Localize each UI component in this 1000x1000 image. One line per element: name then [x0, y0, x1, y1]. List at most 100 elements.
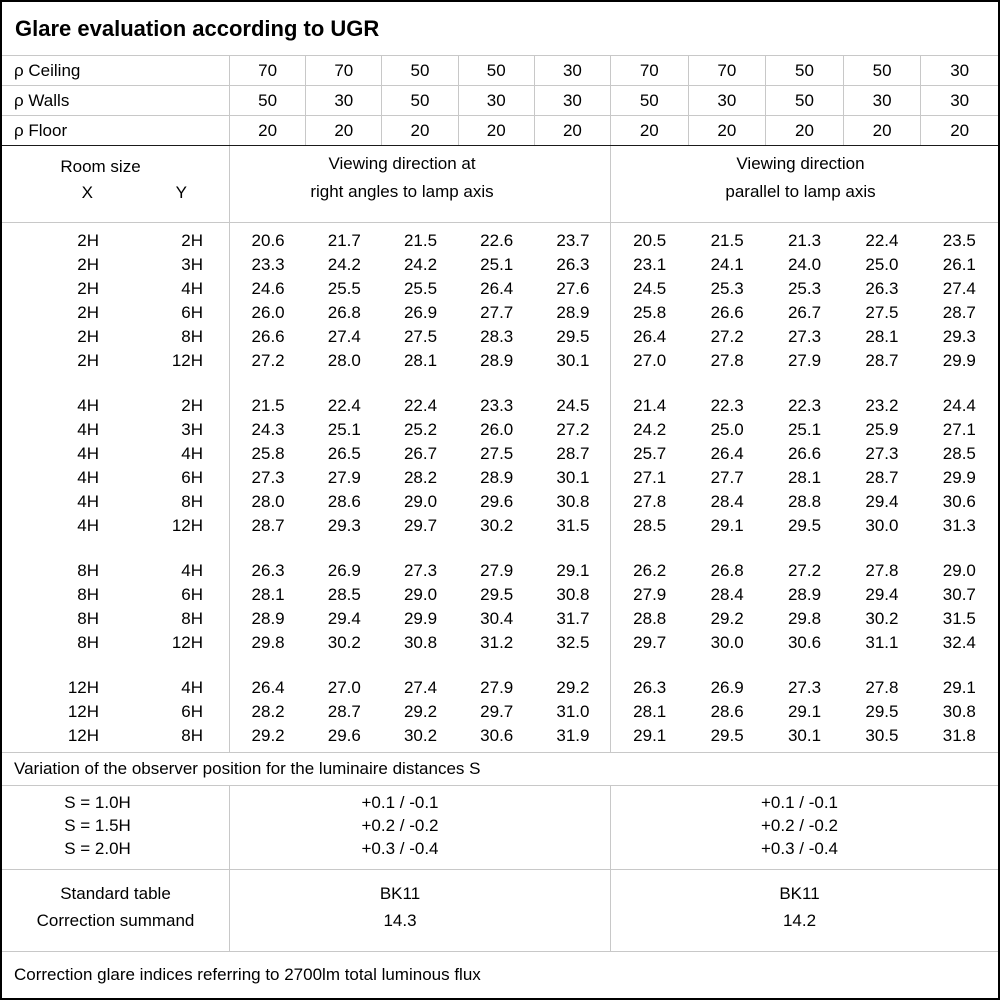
reflectance-row: ρ Floor 20 20 20 20 20 20 20 20 20 20: [2, 116, 998, 146]
ugr-group-right-angles: 26.6 27.4 27.5 28.3 29.5: [230, 327, 611, 347]
ugr-value-cell: 27.2: [710, 327, 744, 346]
table-row: 4H 3H 24.3 25.1 25.2 26.0 27.2 24.2 25.0 25.1 25.9…: [2, 418, 998, 442]
ugr-value-cell: 28.9: [556, 303, 590, 322]
ugr-value-cell: 31.2: [480, 633, 514, 652]
ugr-group-right-angles: 26.4 27.0 27.4 27.9 29.2: [230, 678, 611, 698]
ugr-value-cell: 28.4: [710, 492, 744, 511]
page-title: Glare evaluation according to UGR: [2, 2, 998, 56]
ugr-value-cell: 29.1: [787, 702, 822, 721]
ugr-group-right-angles: 23.3 24.2 24.2 25.1 26.3: [230, 255, 611, 275]
table-row: 2H 6H 26.0 26.8 26.9 27.7 28.9 25.8 26.6 26.7 27.5…: [2, 301, 998, 325]
ugr-value-cell: 24.2: [403, 255, 438, 274]
ugr-value-cell: 28.2: [251, 702, 285, 721]
room-size-x-cell: 8H: [77, 633, 99, 652]
reflectance-group-right-angles: 50 30 50 30 30: [230, 86, 612, 115]
ugr-value-cell: 26.7: [403, 444, 438, 463]
ugr-group-parallel: 28.8 29.2 29.8 30.2 31.5: [611, 609, 998, 629]
table-row: 8H 12H 29.8 30.2 30.8 31.2 32.5 29.7 30.0 30.6 31.…: [2, 631, 998, 655]
viewing-direction-right-angles-header: Viewing direction at right angles to lam…: [230, 146, 611, 222]
ugr-value-cell: 21.5: [710, 231, 744, 250]
room-size-label: Room size: [60, 157, 141, 176]
ugr-group-parallel: 27.0 27.8 27.9 28.7 29.9: [611, 351, 998, 371]
ugr-value-cell: 29.6: [327, 726, 361, 745]
ugr-value-cell: 29.7: [633, 633, 667, 652]
room-size-y-cell: 6H: [181, 585, 203, 604]
spacing-values-right-angles: +0.1 / -0.1 +0.2 / -0.2 +0.3 / -0.4: [230, 786, 611, 869]
ugr-value-cell: 29.4: [327, 609, 361, 628]
ugr-value-cell: 21.7: [327, 231, 361, 250]
reflectance-row-label: ρ Floor: [2, 116, 230, 145]
ugr-value-cell: 26.0: [251, 303, 285, 322]
reflectance-value-cell: 20: [382, 116, 459, 145]
ugr-value-cell: 29.7: [480, 702, 514, 721]
room-size-x-cell: 4H: [77, 468, 99, 487]
room-size-y-cell: 6H: [181, 702, 203, 721]
reflectance-value-cell: 30: [535, 56, 612, 85]
table-row: 4H 2H 21.5 22.4 22.4 23.3 24.5 21.4 22.3 22.3 23.2…: [2, 394, 998, 418]
ugr-value-cell: 27.4: [327, 327, 361, 346]
ugr-value-cell: 29.0: [403, 492, 438, 511]
ugr-value-cell: 20.6: [251, 231, 285, 250]
ugr-group-right-angles: 25.8 26.5 26.7 27.5 28.7: [230, 444, 611, 464]
ugr-value-cell: 25.1: [327, 420, 361, 439]
ugr-group-parallel: 28.1 28.6 29.1 29.5 30.8: [611, 702, 998, 722]
reflectance-value-cell: 20: [689, 116, 767, 145]
correction-summand-label: Correction summand: [36, 911, 195, 930]
reflectance-value-cell: 20: [844, 116, 922, 145]
ugr-value-cell: 30.8: [403, 633, 438, 652]
reflectance-value-cell: 50: [766, 86, 844, 115]
ugr-value-cell: 26.6: [787, 444, 822, 463]
spacing-value: +0.3 / -0.4: [361, 839, 439, 858]
ugr-value-cell: 29.2: [403, 702, 438, 721]
table-row: 4H 6H 27.3 27.9 28.2 28.9 30.1 27.1 27.7 28.1 28.7…: [2, 466, 998, 490]
ugr-value-cell: 30.4: [480, 609, 514, 628]
ugr-group-right-angles: 28.0 28.6 29.0 29.6 30.8: [230, 492, 611, 512]
ugr-value-cell: 24.2: [633, 420, 667, 439]
room-size-y-cell: 8H: [181, 492, 203, 511]
ugr-group-parallel: 24.2 25.0 25.1 25.9 27.1: [611, 420, 998, 440]
reflectance-value-cell: 30: [306, 86, 383, 115]
ugr-value-cell: 26.4: [251, 678, 285, 697]
room-size-y-cell: 6H: [181, 303, 203, 322]
table-row: 12H 6H 28.2 28.7 29.2 29.7 31.0 28.1 28.6 29.1 29.…: [2, 700, 998, 724]
ugr-value-cell: 27.7: [710, 468, 744, 487]
ugr-value-cell: 22.4: [403, 396, 438, 415]
ugr-value-cell: 31.8: [942, 726, 976, 745]
ugr-value-cell: 29.8: [251, 633, 285, 652]
standard-table-value: BK11: [779, 884, 820, 903]
ugr-group-parallel: 20.5 21.5 21.3 22.4 23.5: [611, 231, 998, 251]
ugr-value-cell: 23.7: [556, 231, 590, 250]
xy-header: X Y: [2, 180, 229, 206]
ugr-value-cell: 23.2: [865, 396, 899, 415]
ugr-value-cell: 28.2: [403, 468, 438, 487]
reflectance-group-right-angles: 70 70 50 50 30: [230, 56, 612, 85]
reflectance-value-cell: 50: [382, 86, 459, 115]
ugr-value-cell: 30.7: [942, 585, 976, 604]
ugr-value-cell: 28.7: [942, 303, 976, 322]
ugr-value-cell: 30.2: [403, 726, 438, 745]
ugr-value-cell: 26.9: [327, 561, 361, 580]
ugr-value-cell: 25.3: [787, 279, 822, 298]
room-size-y-cell: 12H: [171, 516, 203, 535]
ugr-value-cell: 28.1: [251, 585, 285, 604]
table-row: 2H 4H 24.6 25.5 25.5 26.4 27.6 24.5 25.3 25.3 26.3…: [2, 277, 998, 301]
ugr-value-cell: 27.5: [480, 444, 514, 463]
ugr-data-area: 2H 2H 20.6 21.7 21.5 22.6 23.7 20.5 21.5 21.3 22.4…: [2, 223, 998, 753]
table-row: 2H 3H 23.3 24.2 24.2 25.1 26.3 23.1 24.1 24.0 25.0…: [2, 253, 998, 277]
ugr-value-cell: 28.0: [251, 492, 285, 511]
ugr-value-cell: 28.5: [633, 516, 667, 535]
x-column-header: X: [81, 183, 93, 202]
ugr-value-cell: 28.6: [327, 492, 361, 511]
reflectance-value-cell: 30: [950, 60, 970, 80]
ugr-value-cell: 25.2: [403, 420, 438, 439]
ugr-value-cell: 22.3: [710, 396, 744, 415]
ugr-value-cell: 29.9: [942, 468, 976, 487]
ugr-value-cell: 29.1: [633, 726, 667, 745]
spacing-value: +0.2 / -0.2: [361, 816, 439, 835]
ugr-value-cell: 25.0: [865, 255, 899, 274]
reflectance-group-parallel: 50 30 50 30 30: [611, 86, 998, 115]
room-size-y-cell: 12H: [171, 351, 203, 370]
ugr-value-cell: 29.9: [942, 351, 976, 370]
ugr-value-cell: 27.9: [327, 468, 361, 487]
correction-summand-value: 14.3: [383, 911, 417, 930]
